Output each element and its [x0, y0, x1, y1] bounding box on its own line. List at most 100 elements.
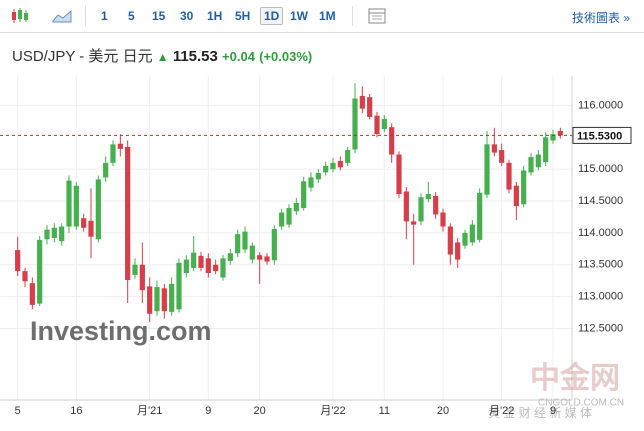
candle-body [396, 154, 402, 195]
candle-body [213, 264, 219, 272]
technical-link[interactable]: 技術圖表 » [572, 11, 631, 25]
candle-body [103, 162, 109, 178]
candle-body [227, 253, 233, 261]
candle-body [535, 154, 541, 168]
candle-body [550, 134, 556, 141]
x-tick-label: 20 [254, 405, 266, 417]
watermark-domain: CNGOLD.COM.CN [538, 398, 624, 409]
candle-body [513, 185, 519, 207]
candle-body [352, 98, 358, 150]
candle-body [367, 97, 373, 117]
area-icon[interactable] [52, 9, 72, 23]
candle-body [323, 165, 329, 173]
candle-body [249, 245, 255, 260]
candles: 115.5300 [0, 83, 632, 323]
interval-button[interactable]: 15 [152, 9, 166, 23]
watermark-slogan: 黄 金 财 经 新 媒 体 [488, 405, 592, 420]
candle-body [95, 179, 101, 240]
candle-body [521, 170, 527, 205]
y-tick-label: 116.0000 [578, 99, 623, 111]
y-tick-label: 113.5000 [578, 259, 623, 271]
interval-button[interactable]: 1H [207, 9, 223, 23]
candle-body [403, 191, 409, 222]
candle-body [506, 162, 512, 190]
candle-body [220, 258, 226, 278]
interval-button[interactable]: 5H [235, 9, 251, 23]
change: +0.04 [222, 49, 255, 64]
x-tick-label: 月'22 [489, 405, 514, 417]
interval-button[interactable]: 1W [290, 9, 308, 23]
quote-header: USD/JPY - 美元 日元 ▲ 115.53 +0.04 (+0.03%) [12, 45, 312, 66]
candle-body [37, 239, 43, 304]
candle-body [528, 157, 534, 173]
candle-body [301, 181, 307, 209]
candle-body [374, 115, 380, 135]
candle-body [279, 212, 285, 227]
up-arrow: ▲ [156, 50, 169, 64]
candle-body [147, 286, 153, 314]
interval-button[interactable]: 1M [319, 9, 336, 23]
last-price-label: 115.5300 [577, 130, 622, 142]
candle-body [169, 283, 175, 312]
candle-body [191, 252, 197, 268]
candle-body [125, 146, 131, 281]
candle-body [73, 185, 79, 227]
candle-body [66, 180, 72, 227]
candle-body [293, 202, 299, 212]
candle-body [286, 208, 292, 225]
candle-body [455, 242, 461, 260]
candle-body [29, 283, 35, 305]
candle-body [242, 231, 248, 250]
candle-body [51, 227, 57, 238]
candle-body [484, 144, 490, 195]
candle-body [88, 220, 94, 237]
interval-button[interactable]: 1 [101, 9, 108, 23]
candle-body [557, 130, 563, 136]
candle-body [345, 150, 351, 163]
candle-body [491, 144, 497, 153]
candle-body [81, 218, 87, 228]
candle-body [22, 271, 28, 282]
x-tick-label: 11 [379, 405, 390, 417]
candle-body [271, 229, 277, 261]
watermark-site: 中金网 [530, 361, 620, 395]
table-icon[interactable] [368, 8, 386, 24]
toolbar: 1 5 15 30 1H 5H 1D 1W 1M 技術圖表 » [0, 0, 644, 33]
candle-body [425, 194, 431, 200]
candle-body [59, 226, 65, 242]
candle-body [418, 197, 424, 222]
price: 115.53 [172, 48, 218, 65]
x-tick-label: 9 [205, 405, 211, 417]
separator [352, 6, 353, 26]
y-tick-label: 114.5000 [578, 195, 623, 207]
candle-body [15, 250, 21, 272]
x-tick-label: 16 [70, 405, 82, 417]
watermark-brand: Investing.com [30, 316, 212, 346]
candle-body [477, 192, 483, 240]
x-tick-label: 5 [15, 405, 21, 417]
candle-body [330, 162, 336, 170]
y-tick-label: 114.0000 [578, 227, 623, 239]
interval-button[interactable]: 30 [180, 9, 194, 23]
candle-icon[interactable] [10, 8, 30, 24]
candle-body [440, 212, 446, 227]
interval-button[interactable]: 1D [260, 7, 284, 25]
candle-body [183, 259, 189, 274]
candle-body [198, 255, 204, 268]
candle-body [543, 137, 549, 163]
candle-body [308, 177, 314, 188]
candle-body [359, 95, 365, 109]
interval-button[interactable]: 5 [128, 9, 135, 23]
x-tick-label: 20 [437, 405, 449, 417]
candle-body [205, 258, 211, 274]
candle-body [389, 127, 395, 155]
candle-body [447, 226, 453, 255]
y-tick-label: 112.5000 [578, 322, 623, 334]
candle-body [499, 150, 505, 163]
candle-body [433, 195, 439, 215]
candle-body [257, 255, 263, 260]
last-price-tag [572, 126, 632, 144]
candle-body [110, 144, 116, 163]
